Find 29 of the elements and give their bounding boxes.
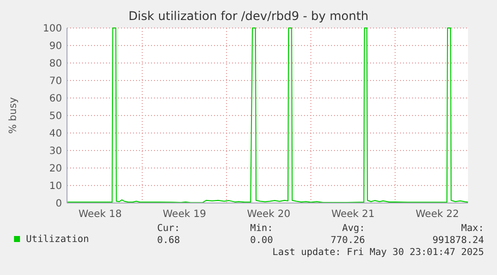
y-tick-label: 0 [56,198,62,210]
line-series [66,28,468,204]
y-tick-label: 40 [49,128,62,140]
text: 0.00 [250,235,274,246]
x-tick-label: Week 22 [416,209,459,220]
y-tick-label: 20 [49,164,62,174]
text: Avg: [342,223,365,234]
x-tick-label: Week 18 [78,209,122,220]
chart-title: Disk utilization for /dev/rbd9 - by month [128,9,369,23]
y-tick-label: 80 [49,58,62,70]
x-tick-label: Week 21 [331,209,375,220]
text: 770.26 [330,235,366,246]
text: Last update: Fri May 30 23:01:47 2025 [272,247,484,258]
y-tick-label: 90 [49,41,62,52]
y-tick-label: 30 [49,146,62,157]
y-tick-label: 100 [42,24,62,34]
text: 0.68 [157,235,180,246]
y-axis-title: % busy [8,97,19,134]
text: Max: [461,223,484,234]
y-tick-label: 10 [49,181,62,192]
y-tick-label: 70 [49,76,62,87]
text: 991878.24 [432,235,484,246]
legend-label: Utilization [26,234,89,245]
x-tick-label: Week 20 [247,209,290,220]
y-tick-label: 60 [49,94,62,104]
y-tick-label: 50 [49,111,62,122]
text: Min: [250,223,273,234]
x-tick-label: Week 19 [162,209,206,220]
text: Cur: [157,223,180,234]
